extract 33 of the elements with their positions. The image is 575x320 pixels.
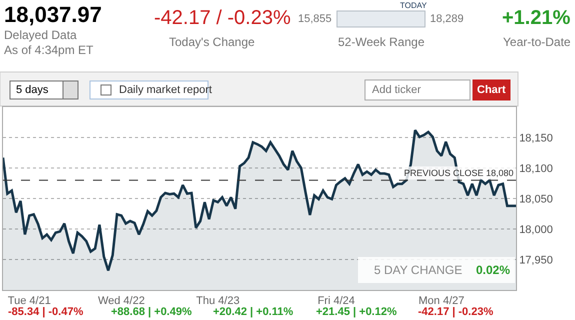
text: 52-Week Range (338, 35, 425, 49)
x-tick-label: Fri 4/24 (318, 295, 355, 308)
x-tick-label: Mon 4/27 (418, 295, 464, 308)
text: Today's Change (169, 35, 256, 49)
x-tick-label: Thu 4/23 (196, 295, 240, 308)
text: As of 4:34pm ET (4, 43, 94, 57)
text: 5 days (16, 84, 49, 96)
x-tick-label: Wed 4/22 (98, 295, 145, 308)
text: -85.34 | -0.47% (8, 306, 84, 318)
y-tick-label: 18,150 (519, 132, 553, 144)
text: Year-to-Date (503, 35, 571, 49)
text: Add ticker (372, 84, 422, 96)
y-tick-label: 18,050 (519, 193, 553, 206)
annotation: 0.02% (476, 263, 510, 277)
text: Daily market report (119, 84, 212, 96)
text: +88.68 | +0.49% (111, 306, 192, 318)
text: -42.17 | -0.23% (418, 306, 494, 318)
text: 15,855 (298, 13, 332, 25)
text: -42.17 / -0.23% (154, 7, 291, 29)
text: 18,289 (430, 13, 464, 25)
text: +1.21% (502, 7, 571, 29)
text: TODAY (400, 1, 428, 10)
x-tick-label: Tue 4/21 (8, 295, 51, 308)
ref-line-label: PREVIOUS CLOSE 18,080 (404, 168, 514, 178)
annotation: 5 DAY CHANGE (374, 263, 462, 277)
text: 18,037.97 (4, 2, 102, 27)
text: Chart (477, 84, 506, 96)
text: Delayed Data (4, 28, 78, 42)
y-tick-label: 18,000 (519, 224, 553, 236)
y-tick-label: 18,100 (519, 162, 553, 175)
text: +21.45 | +0.12% (316, 306, 397, 318)
text: +20.42 | +0.11% (213, 306, 294, 318)
y-tick-label: 17,950 (519, 254, 553, 266)
